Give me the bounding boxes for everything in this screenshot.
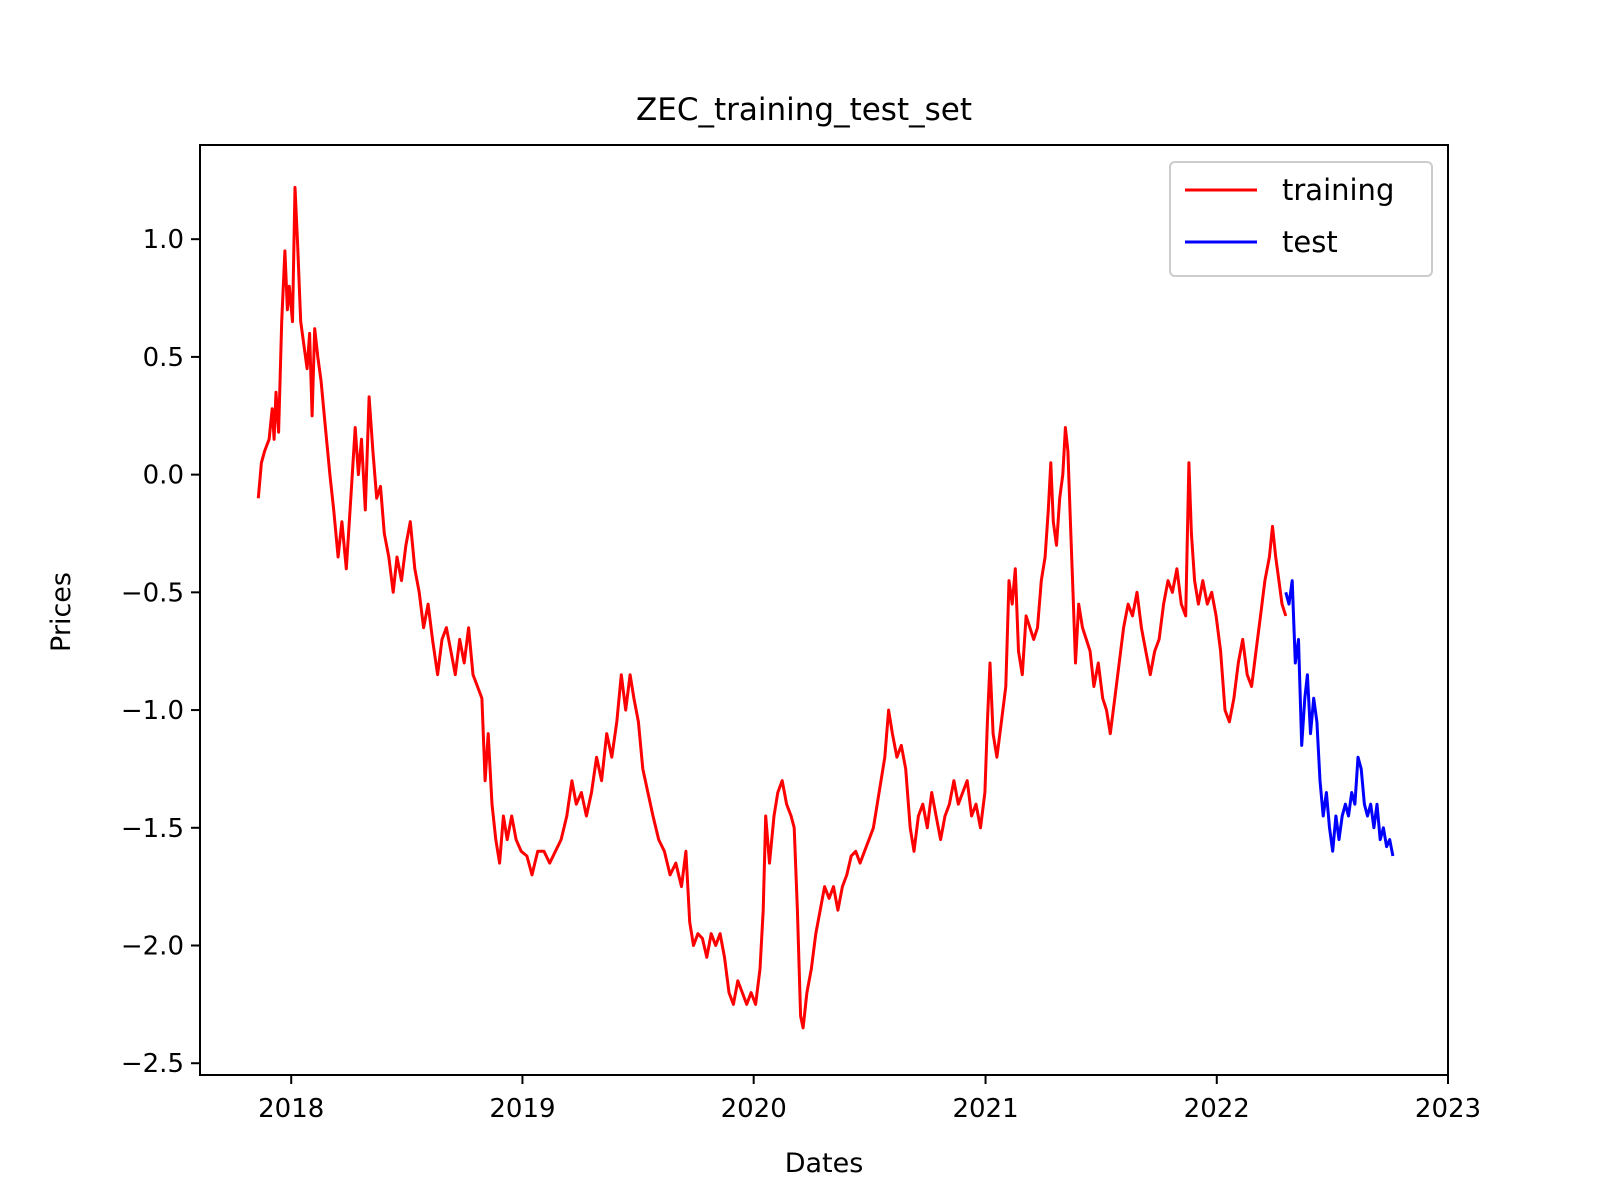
x-tick-label-2020: 2020 [721, 1094, 787, 1124]
series-line-test [1284, 579, 1395, 857]
x-axis: 2018 2019 2020 2021 2022 2023 [258, 1075, 1481, 1124]
series-layer [256, 185, 1395, 1030]
y-tick-label--2.5: −2.5 [121, 1049, 184, 1079]
y-tick-label--0.5: −0.5 [121, 578, 184, 608]
y-tick-label--2: −2.0 [121, 932, 184, 962]
x-tick-label-2018: 2018 [258, 1094, 324, 1124]
x-tick-label-2023: 2023 [1415, 1094, 1481, 1124]
y-tick-label-0.5: 0.5 [143, 343, 184, 373]
series-line-training [256, 185, 1288, 1030]
y-tick-label-0: 0.0 [143, 461, 184, 491]
y-tick-label--1: −1.0 [121, 696, 184, 726]
plot-frame [199, 144, 1449, 1076]
x-axis-label: Dates [785, 1148, 864, 1179]
chart-title: ZEC_training_test_set [636, 92, 972, 128]
legend: training test [1169, 161, 1433, 277]
x-tick-label-2021: 2021 [952, 1094, 1018, 1124]
y-axis: 1.0 0.5 0.0 −0.5 −1.0 −1.5 −2.0 −2.5 [121, 225, 200, 1079]
legend-label-test: test [1282, 225, 1338, 259]
legend-label-training: training [1282, 173, 1394, 207]
y-tick-label-1: 1.0 [143, 225, 184, 255]
x-tick-label-2022: 2022 [1184, 1094, 1250, 1124]
y-tick-label--1.5: −1.5 [121, 814, 184, 844]
x-tick-label-2019: 2019 [489, 1094, 555, 1124]
y-axis-label: Prices [46, 572, 77, 652]
